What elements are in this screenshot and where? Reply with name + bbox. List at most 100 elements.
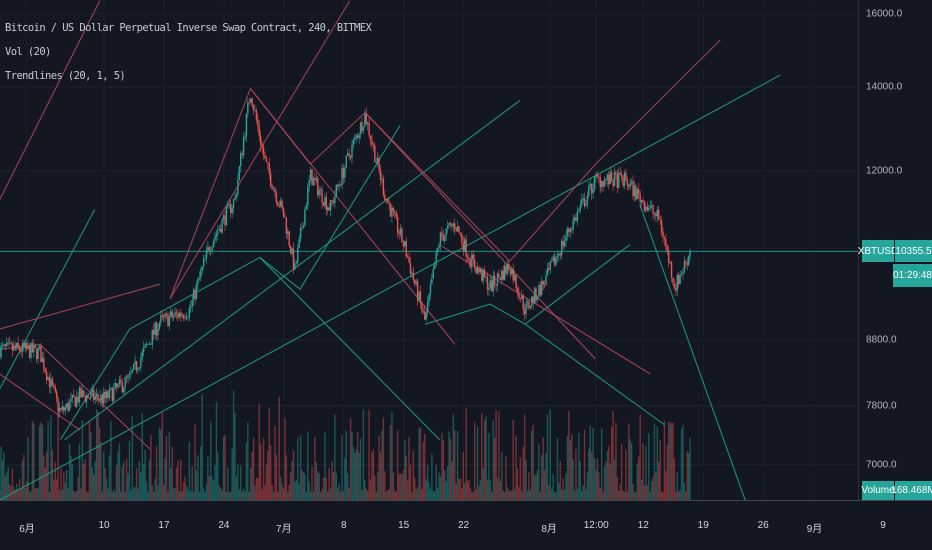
volume-bar [297, 438, 299, 500]
candle-body [0, 345, 2, 358]
volume-bar [291, 461, 293, 500]
volume-bar [452, 414, 454, 500]
candle-body [305, 205, 308, 210]
candle-body [418, 291, 420, 301]
volume-bar [538, 444, 540, 500]
trendline-support [639, 204, 746, 500]
candle-body [542, 280, 544, 285]
volume-bar [207, 456, 209, 500]
legend-title[interactable]: Bitcoin / US Dollar Perpetual Inverse Sw… [5, 22, 372, 34]
volume-bar [165, 435, 168, 500]
volume-bar [218, 485, 221, 500]
volume-bar [595, 470, 597, 500]
volume-bar [558, 483, 560, 500]
candle-body [668, 250, 670, 263]
volume-bar [220, 487, 222, 500]
candle-body [191, 299, 193, 307]
candle-body [141, 351, 143, 358]
volume-bar [131, 416, 133, 500]
price-axis[interactable] [858, 0, 932, 500]
candle-body [379, 169, 382, 180]
volume-bar [385, 491, 387, 500]
x-tick-label: 17 [158, 520, 170, 531]
volume-bar [295, 480, 298, 500]
volume-bar [665, 470, 667, 500]
candle-body [108, 388, 111, 398]
candle-body [242, 138, 245, 156]
candle-body [538, 285, 540, 297]
volume-bar [609, 463, 611, 500]
x-tick-label: 6月 [19, 524, 35, 535]
volume-bar [248, 491, 250, 500]
volume-bar [354, 452, 356, 500]
volume-bar [230, 491, 232, 500]
volume-bar [0, 446, 2, 500]
volume-bar [642, 443, 644, 500]
candle-body [94, 396, 96, 400]
candle-body [232, 199, 235, 208]
candle-body [579, 205, 581, 211]
candle-body [194, 289, 196, 299]
candle-body [48, 376, 51, 388]
volume-bar [26, 481, 28, 500]
candle-body [625, 172, 627, 181]
candle-body [592, 189, 594, 194]
volume-bar [600, 428, 603, 500]
volume-bar [615, 422, 617, 500]
legend-trendlines[interactable]: Trendlines (20, 1, 5) [5, 70, 126, 82]
candle-body [444, 235, 446, 241]
volume-bar [481, 413, 483, 500]
trendline-resistance [364, 112, 596, 360]
trendline-support [424, 244, 630, 325]
candle-body [425, 312, 427, 320]
candle-body [660, 220, 663, 232]
volume-bar [125, 457, 128, 500]
volume-bar [38, 425, 41, 500]
volume-bar [622, 490, 624, 500]
candle-body [272, 188, 275, 190]
volume-bar [205, 484, 208, 500]
volume-bar [429, 488, 432, 500]
candle-body [261, 145, 263, 147]
volume-bar [117, 451, 119, 500]
volume-bar [536, 469, 539, 500]
volume-bar [145, 481, 148, 500]
volume-bar [212, 480, 215, 500]
candle-body [555, 257, 557, 265]
volume-bar [321, 489, 323, 500]
time-axis[interactable] [0, 500, 932, 550]
candle-body [428, 294, 430, 303]
candle-body [3, 344, 5, 346]
candle-body [123, 387, 125, 393]
candle-body [322, 202, 325, 206]
volume-bar [305, 491, 308, 500]
volume-bar [379, 452, 382, 500]
volume-bar [93, 473, 95, 500]
candle-body [115, 383, 118, 388]
volume-bar [208, 475, 211, 500]
volume-bar [404, 439, 406, 500]
legend-volume[interactable]: Vol (20) [5, 46, 51, 58]
volume-bar [365, 488, 367, 500]
volume-bar [195, 470, 198, 500]
candle-body [337, 184, 339, 187]
volume-bar [401, 473, 403, 500]
volume-bar [562, 478, 564, 500]
volume-bar [135, 468, 138, 500]
candle-body [301, 227, 303, 229]
volume-bar [625, 449, 627, 500]
candle-body [97, 393, 99, 399]
price-plot[interactable] [0, 0, 858, 500]
candle-body [358, 134, 360, 139]
volume-bar [172, 488, 175, 500]
candle-body [268, 163, 270, 174]
candle-body [37, 348, 39, 360]
candle-body [55, 391, 58, 399]
volume-bar [573, 490, 576, 500]
volume-bar [68, 443, 71, 500]
candle-body [663, 237, 666, 240]
volume-bar [10, 486, 12, 500]
volume-bar [27, 437, 29, 500]
candle-body [656, 209, 659, 217]
volume-bar [258, 403, 260, 500]
